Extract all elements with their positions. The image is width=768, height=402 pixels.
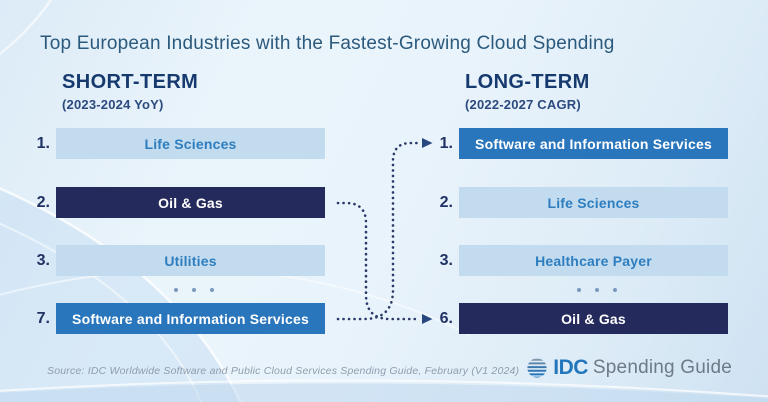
rank-number: 1. [36,134,50,152]
long-term-row-6: 6. Oil & Gas [423,303,728,334]
rank-number: 3. [439,251,453,269]
arrowhead-icon [422,138,433,148]
rank-number: 3. [36,251,50,269]
rank-number: 6. [439,309,453,327]
long-term-header: LONG-TERM (2022-2027 CAGR) [465,71,590,112]
source-text: Source: IDC Worldwide Software and Publi… [47,365,520,377]
ellipsis-dots [62,285,325,295]
industry-bar-life-sciences: Life Sciences [459,187,728,218]
industry-bar-label: Life Sciences [144,135,237,152]
rank-number: 2. [36,193,50,211]
short-term-row-1: 1. Life Sciences [20,128,325,159]
short-term-row-3: 3. Utilities [20,245,325,276]
short-term-column: 1. Life Sciences 2. Oil & Gas 3. Utiliti… [20,0,325,402]
idc-globe-icon [527,358,547,378]
industry-bar-label: Software and Information Services [475,135,712,152]
idc-spending-guide-logo: IDC Spending Guide [526,356,732,380]
idc-logo-text: IDC [553,356,588,379]
flow-arrow-software-and-information-services [336,141,422,321]
long-term-subheading: (2022-2027 CAGR) [465,97,581,112]
flow-arrow-oil-and-gas [336,201,422,321]
ellipsis-dots [465,285,728,295]
industry-bar-label: Software and Information Services [72,310,309,327]
ellipsis-dot [209,288,214,292]
industry-bar-software-and-information-services: Software and Information Services [56,303,325,334]
short-term-header: SHORT-TERM (2023-2024 YoY) [62,71,198,112]
short-term-subheading: (2023-2024 YoY) [62,97,164,112]
industry-bar-label: Oil & Gas [158,194,223,211]
industry-bar-oil-and-gas: Oil & Gas [459,303,728,334]
long-term-column: 1. Software and Information Services 2. … [423,0,728,402]
short-term-heading: SHORT-TERM [62,71,199,93]
industry-bar-healthcare-payer: Healthcare Payer [459,245,728,276]
ellipsis-dot [594,288,599,292]
industry-bar-label: Oil & Gas [561,310,626,327]
rank-number: 2. [439,193,453,211]
long-term-row-3: 3. Healthcare Payer [423,245,728,276]
industry-bar-label: Healthcare Payer [535,252,652,269]
ellipsis-dot [612,288,617,292]
industry-bar-software-and-information-services: Software and Information Services [459,128,728,159]
long-term-row-1: 1. Software and Information Services [423,128,728,159]
industry-bar-oil-and-gas: Oil & Gas [56,187,325,218]
ellipsis-dot [191,288,196,292]
long-term-row-2: 2. Life Sciences [423,187,728,218]
page-title: Top European Industries with the Fastest… [40,33,615,54]
spending-guide-logo-text: Spending Guide [592,357,732,378]
ellipsis-dot [576,288,581,292]
rank-number: 7. [36,309,50,327]
long-term-heading: LONG-TERM [465,71,590,93]
industry-bar-label: Utilities [164,252,217,269]
industry-bar-label: Life Sciences [547,194,640,211]
short-term-row-2: 2. Oil & Gas [20,187,325,218]
arrowhead-icon [422,314,433,324]
ellipsis-dot [173,288,178,292]
short-term-row-7: 7. Software and Information Services [20,303,325,334]
industry-bar-utilities: Utilities [56,245,325,276]
rank-number: 1. [439,134,453,152]
industry-bar-life-sciences: Life Sciences [56,128,325,159]
